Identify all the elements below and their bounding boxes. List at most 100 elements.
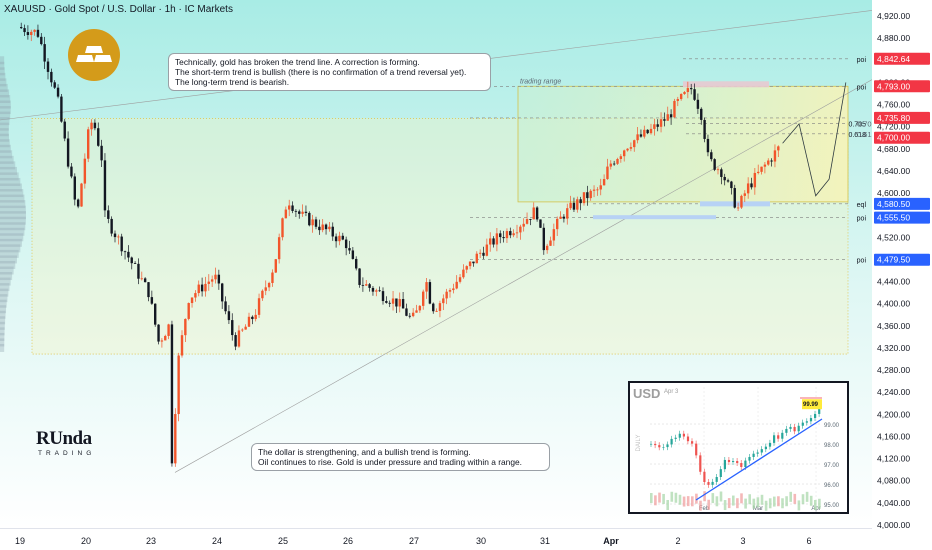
price-tick-label: 4,440.00 (877, 277, 910, 287)
candle-body (478, 252, 482, 254)
volume-profile-bar (0, 249, 19, 258)
candle-body (36, 29, 40, 37)
candle-body (224, 301, 227, 312)
trend-line-lower (174, 79, 872, 473)
candle-body (659, 119, 663, 127)
candle-body (53, 82, 56, 88)
candle-body (602, 179, 606, 186)
volume-profile-bar (0, 61, 5, 70)
time-tick-label: 19 (15, 536, 25, 546)
time-tick-label: 27 (409, 536, 419, 546)
candle-body (371, 287, 375, 292)
price-tick-label: 4,080.00 (877, 476, 910, 486)
candle-body (70, 166, 73, 177)
candle-body (103, 160, 107, 211)
candle-body (438, 303, 442, 311)
candle-body (740, 195, 743, 208)
candle-body (257, 298, 261, 315)
inset-x-label: Feb (699, 506, 710, 512)
time-axis[interactable]: 192023242526273031Apr2367 (0, 528, 879, 550)
inset-volume-bar (752, 498, 756, 509)
candle-body (649, 128, 653, 134)
candle-body (736, 207, 740, 209)
candle-body (398, 299, 401, 307)
candle-body (87, 129, 90, 159)
candle-body (391, 298, 395, 304)
volume-profile-bar (0, 78, 7, 87)
volume-profile-bar (0, 161, 16, 170)
candle-body (301, 211, 304, 214)
volume-profile-bar (0, 283, 10, 292)
volume-profile-bar (0, 122, 9, 131)
volume-profile-bar (0, 155, 14, 164)
time-tick-label: 26 (343, 536, 353, 546)
inset-candle-body (686, 436, 690, 442)
candle-body (334, 236, 338, 242)
time-tick-label: 6 (806, 536, 811, 546)
inset-volume-bar (773, 496, 776, 507)
volume-profile-bar (0, 327, 5, 336)
candle-body (502, 237, 505, 239)
volume-profile-bar (0, 172, 19, 181)
candle-body (63, 121, 66, 139)
candle-body (646, 129, 649, 134)
candle-body (361, 284, 365, 286)
candle-body (123, 251, 127, 253)
inset-candle-body (666, 444, 669, 448)
candle-body (579, 199, 582, 204)
candle-body (210, 279, 214, 282)
volume-profile-bar (0, 139, 10, 148)
candle-body (428, 282, 432, 304)
inset-candle-body (674, 437, 677, 439)
usd-inset-chart: USD Apr 3 DAILY 99.00 98.00 97.00 96.00 95.00 Fe… (628, 381, 849, 514)
inset-candle-body (781, 432, 784, 439)
volume-profile-bar (0, 150, 13, 159)
candle-body (723, 176, 726, 181)
volume-profile-bar (0, 288, 9, 297)
inset-volume-bar (691, 496, 694, 507)
price-tick-label: 4,160.00 (877, 431, 910, 441)
inset-candle-body (752, 453, 755, 457)
candle-body (100, 145, 103, 161)
inset-candle-body (768, 442, 772, 447)
candle-body (375, 290, 378, 292)
candle-body (462, 269, 465, 278)
inset-volume-bar (809, 495, 813, 506)
price-tick-label: 4,200.00 (877, 409, 910, 419)
candle-body (666, 114, 669, 121)
candle-body (291, 205, 294, 211)
candle-body (609, 163, 612, 167)
time-tick-label: 25 (278, 536, 288, 546)
volume-profile-bar (0, 128, 9, 137)
candle-body (271, 272, 274, 283)
trading-range-label: trading range (520, 78, 561, 85)
volume-profile-bar (0, 222, 26, 231)
inset-volume-bar (703, 491, 706, 502)
price-tag-bg (874, 131, 930, 144)
candle-body (499, 233, 502, 238)
inset-candle-body (760, 449, 763, 453)
inset-candle-body (650, 443, 653, 445)
candle-body (197, 284, 200, 294)
inset-volume-bar (695, 493, 698, 504)
candle-body (83, 158, 87, 184)
price-tick-label: 4,920.00 (877, 11, 910, 21)
candle-body (381, 291, 385, 302)
candle-body (629, 147, 633, 149)
candle-body (753, 172, 757, 188)
candle-body (592, 189, 596, 191)
inset-y-label: 95.00 (824, 503, 840, 509)
inset-y-label: 97.00 (824, 463, 840, 469)
brand-logo: RUnda TRADING (36, 428, 95, 457)
candle-body (281, 218, 284, 238)
price-chart[interactable]: trading range poi poi 0.705 0.618 eql poi poi 0.… (0, 0, 872, 528)
time-tick-label: 31 (540, 536, 550, 546)
inset-volume-bar (715, 496, 719, 507)
price-axis[interactable]: 4,920.004,880.004,840.004,800.004,760.00… (872, 0, 932, 550)
inset-volume-bar (785, 496, 788, 507)
time-tick-label: 23 (146, 536, 156, 546)
volume-profile-bar (0, 266, 14, 275)
candle-body (274, 259, 277, 273)
price-tag-bg (874, 111, 930, 124)
inset-candle-body (801, 422, 804, 426)
